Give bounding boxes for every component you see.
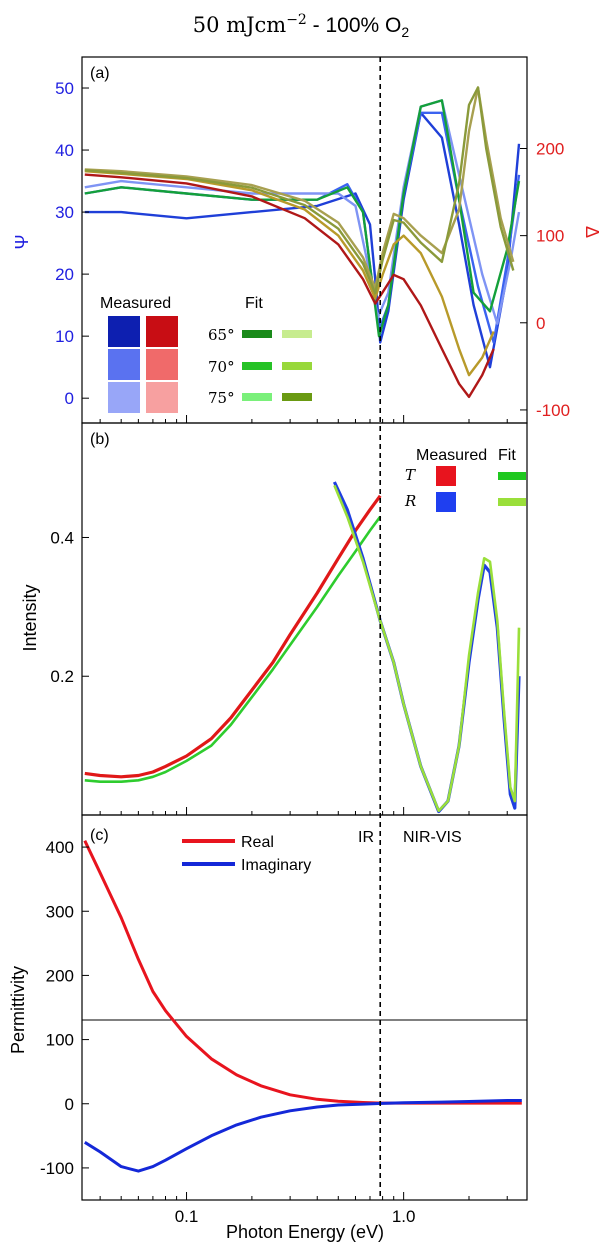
legend-a-fit-delta-75 bbox=[282, 393, 312, 401]
x-tick-label-0: 0.1 bbox=[175, 1207, 199, 1226]
legend-a-fit-label: Fit bbox=[245, 295, 263, 312]
legend-b-fit-r-swatch bbox=[498, 498, 526, 506]
permittivity-axis-label: Permittivity bbox=[8, 966, 28, 1054]
panel-a-right-ticks: -100 0 100 200 bbox=[520, 140, 570, 420]
legend-b-fit-label: Fit bbox=[498, 447, 516, 464]
intensity-axis-label: Intensity bbox=[20, 584, 40, 651]
x-ticks: 0.1 1.0 bbox=[99, 415, 508, 1226]
legend-a-psi-swatch-65 bbox=[108, 316, 140, 347]
legend-a-fit-psi-65 bbox=[242, 330, 272, 338]
panel-b-series-T-fit bbox=[84, 515, 382, 784]
panel-b-series-R-fit bbox=[333, 484, 521, 813]
panel-a-series-line-4 bbox=[84, 173, 495, 399]
legend-b-row-t: T bbox=[405, 466, 416, 484]
panel-a-left-tick-label-2: 20 bbox=[55, 265, 74, 284]
figure-title: 50 mJcm−2 - 100% O2 bbox=[193, 12, 410, 40]
legend-a-fit-psi-70 bbox=[242, 362, 272, 370]
panel-a-series-line-5 bbox=[84, 170, 495, 377]
panel-a-label: (a) bbox=[90, 65, 110, 82]
delta-axis-label: Δ bbox=[582, 226, 602, 238]
legend-a-delta-swatch-70 bbox=[146, 349, 178, 380]
panel-a-series-line-3 bbox=[84, 99, 521, 338]
panel-a-left-tick-label-3: 30 bbox=[55, 203, 74, 222]
panel-b-label: (b) bbox=[90, 431, 110, 448]
panel-b: 0.2 0.4 (b) Intensity Measured Fit T R bbox=[20, 422, 528, 816]
panel-a-right-tick-label-1: 0 bbox=[536, 314, 545, 333]
legend-b-measured-label: Measured bbox=[416, 447, 487, 464]
panel-b-frame bbox=[81, 422, 528, 816]
panel-a-left-tick-label-1: 10 bbox=[55, 327, 74, 346]
panel-a-left-ticks: 0 10 20 30 40 50 bbox=[55, 79, 89, 408]
panel-c-tick-label-3: 200 bbox=[46, 966, 74, 985]
panel-c-label: (c) bbox=[90, 827, 109, 844]
region-label-nir-vis: NIR-VIS bbox=[403, 829, 462, 846]
panel-c-tick-label-1: 0 bbox=[65, 1095, 74, 1114]
legend-a-delta-swatch-65 bbox=[146, 316, 178, 347]
legend-a-fit-delta-65 bbox=[282, 330, 312, 338]
legend-a-delta-swatch-75 bbox=[146, 382, 178, 413]
panel-a-right-tick-label-3: 200 bbox=[536, 140, 564, 159]
panel-b-series-R-measured bbox=[332, 481, 521, 814]
panel-b-series-T-measured bbox=[84, 494, 382, 779]
panel-c-tick-label-5: 400 bbox=[46, 838, 74, 857]
legend-a-fit-delta-70 bbox=[282, 362, 312, 370]
panel-c-series-real bbox=[83, 840, 522, 1105]
panel-a-series-line-2 bbox=[84, 99, 521, 325]
panel-c-tick-label-0: -100 bbox=[40, 1159, 74, 1178]
legend-b-row-r: R bbox=[404, 492, 416, 510]
x-axis-label: Photon Energy (eV) bbox=[226, 1222, 384, 1242]
psi-axis-label: Ψ bbox=[12, 234, 32, 249]
legend-a-psi-swatch-75 bbox=[108, 382, 140, 413]
legend-a-angle-65: 65° bbox=[208, 326, 235, 344]
legend-c-real-label: Real bbox=[241, 834, 274, 851]
panel-b-tick-label-0: 0.2 bbox=[50, 667, 74, 686]
legend-b-measured-t-swatch bbox=[436, 466, 456, 486]
panel-c-series-imaginary bbox=[84, 1099, 522, 1173]
panel-a-left-tick-label-4: 40 bbox=[55, 141, 74, 160]
panel-a-series-line-6 bbox=[84, 86, 515, 290]
legend-a-psi-swatch-70 bbox=[108, 349, 140, 380]
legend-a-fit-psi-75 bbox=[242, 393, 272, 401]
legend-a-measured-label: Measured bbox=[100, 295, 171, 312]
panel-a-left-tick-label-0: 0 bbox=[65, 389, 74, 408]
panel-a-series-line-0 bbox=[84, 111, 521, 369]
legend-a-angle-75: 75° bbox=[208, 389, 235, 407]
panel-b-series bbox=[84, 481, 521, 814]
panel-a-right-tick-label-2: 100 bbox=[536, 227, 564, 246]
legend-a-angle-70: 70° bbox=[208, 358, 235, 376]
x-tick-label-1: 1.0 bbox=[392, 1207, 416, 1226]
panel-b-tick-label-1: 0.4 bbox=[50, 528, 74, 547]
panel-a-series-line-7 bbox=[84, 86, 515, 295]
panel-c: -100 0 100 200 300 400 (c) Permittivity IR NI… bbox=[8, 814, 528, 1242]
panel-c-tick-label-4: 300 bbox=[46, 902, 74, 921]
panel-c-tick-label-2: 100 bbox=[46, 1031, 74, 1050]
legend-b-measured-r-swatch bbox=[436, 492, 456, 512]
panel-b-ticks: 0.2 0.4 bbox=[50, 528, 89, 686]
panel-a-series bbox=[84, 86, 521, 399]
legend-c-imag-label: Imaginary bbox=[241, 857, 311, 874]
panel-c-ticks: -100 0 100 200 300 400 bbox=[40, 838, 89, 1178]
panel-a-right-tick-label-0: -100 bbox=[536, 401, 570, 420]
panel-c-frame bbox=[81, 814, 528, 1201]
region-label-ir: IR bbox=[358, 829, 374, 846]
panel-a-left-tick-label-5: 50 bbox=[55, 79, 74, 98]
panel-c-series bbox=[83, 840, 522, 1173]
legend-b-fit-t-swatch bbox=[498, 472, 526, 480]
panel-a: 0 10 20 30 40 50 -100 0 100 200 (a) Ψ Δ Measured… bbox=[12, 56, 602, 424]
